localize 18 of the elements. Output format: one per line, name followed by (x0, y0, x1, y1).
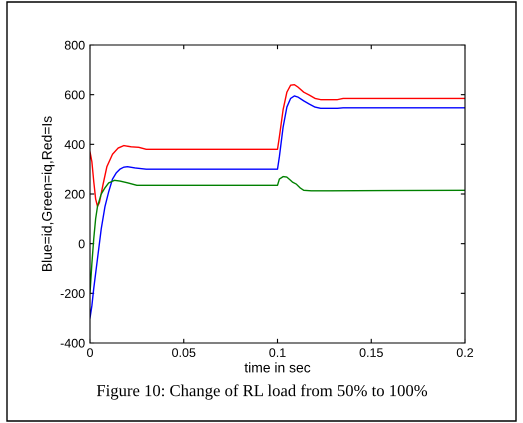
line-series (90, 176, 465, 294)
y-tick-label: 600 (64, 90, 85, 100)
y-tick-label: 400 (64, 140, 85, 149)
y-tick-label: -400 (60, 338, 85, 348)
x-tick-label: 0.05 (172, 348, 196, 358)
y-tick-label: 800 (64, 40, 85, 50)
x-tick-label: 0.2 (456, 348, 474, 358)
x-tick-label: 0.1 (269, 348, 286, 358)
x-tick-label: 0 (87, 348, 93, 358)
y-axis-title: Blue=id,Green=iq,Red=Is (42, 116, 55, 272)
y-tick-label: 0 (78, 239, 85, 248)
y-tick-label: 200 (64, 190, 85, 199)
line-series (90, 95, 465, 319)
x-axis-title: time in sec (244, 362, 310, 372)
x-tick-label: 0.15 (360, 348, 383, 358)
y-tick-label: -200 (60, 289, 85, 298)
caption: Figure 10: Change of RL load from 50% to 100% (96, 384, 428, 400)
line-series (90, 84, 465, 208)
